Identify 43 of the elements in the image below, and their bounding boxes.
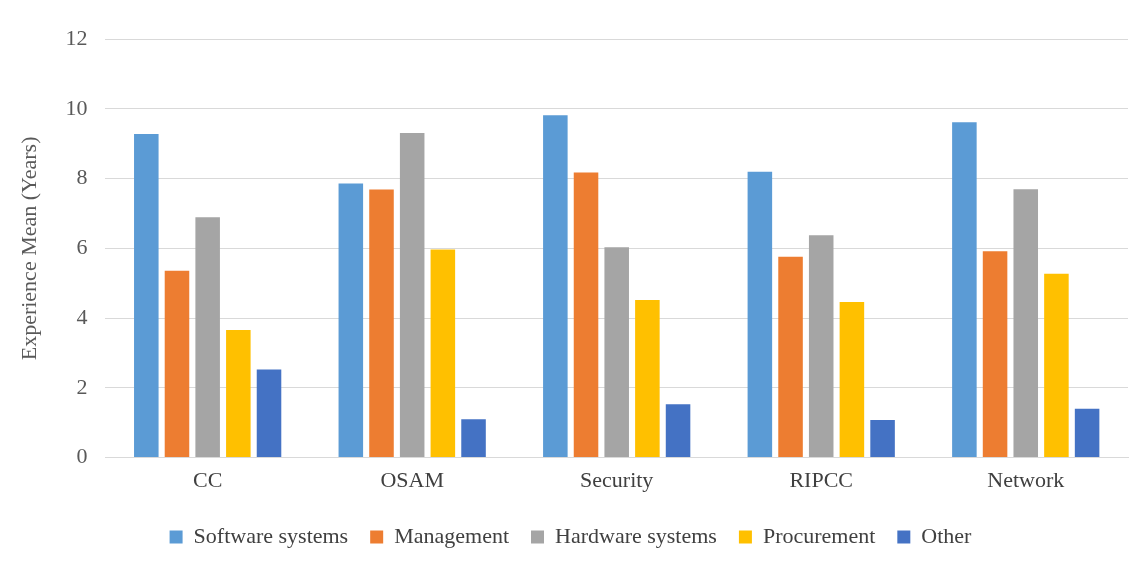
y-tick-label: 10	[65, 94, 88, 120]
bar	[256, 369, 282, 458]
bar	[1044, 273, 1069, 458]
x-tick-label: CC	[192, 466, 223, 492]
bar	[952, 122, 977, 458]
bar	[134, 134, 159, 458]
bar	[195, 217, 220, 458]
legend-label: Software systems	[193, 522, 349, 548]
x-tick-label: RIPCC	[789, 466, 854, 492]
y-tick-label: 6	[76, 234, 88, 260]
legend-label: Hardware systems	[555, 522, 717, 548]
y-tick-label: 8	[76, 164, 88, 190]
legend-label: Management	[394, 522, 510, 548]
bar	[747, 171, 773, 458]
bar	[604, 247, 629, 458]
bar	[369, 189, 394, 458]
bar	[839, 302, 865, 458]
y-axis-title: Experience Mean (Years)	[15, 136, 41, 361]
y-tick-label: 0	[76, 443, 88, 469]
y-tick-label: 2	[76, 373, 88, 399]
y-tick-label: 12	[65, 24, 88, 50]
x-tick-label: Security	[580, 466, 654, 492]
x-tick-label: OSAM	[380, 466, 444, 492]
bar	[430, 249, 456, 458]
bar	[543, 115, 568, 458]
legend-label: Other	[921, 522, 973, 548]
legend-label: Procurement	[762, 522, 876, 548]
bar	[808, 235, 834, 458]
x-tick-label: Network	[987, 466, 1065, 492]
bar	[399, 132, 425, 458]
bar	[635, 300, 660, 458]
y-tick-label: 4	[76, 303, 88, 329]
bar	[461, 419, 486, 458]
bar	[870, 419, 895, 458]
bar	[1074, 408, 1100, 458]
bar	[164, 270, 190, 458]
bar	[665, 404, 691, 458]
bar	[982, 251, 1008, 458]
bar	[1013, 189, 1039, 458]
bar	[338, 183, 364, 458]
bar	[778, 256, 803, 458]
bar	[226, 329, 251, 458]
bar	[573, 172, 599, 458]
